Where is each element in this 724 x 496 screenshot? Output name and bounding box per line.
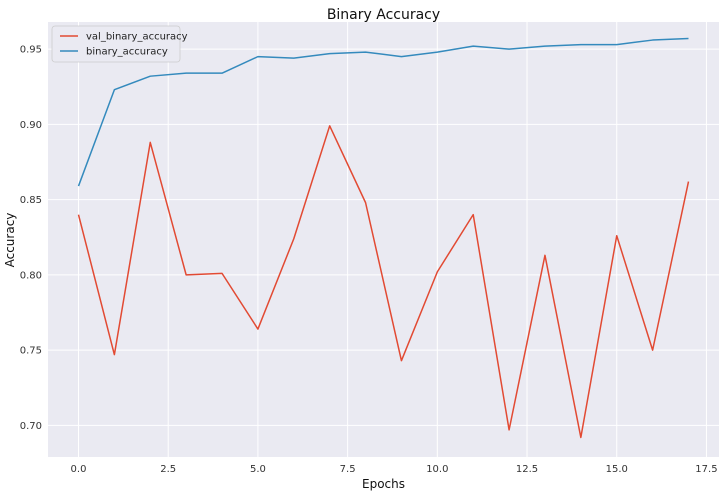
x-tick-label: 5.0 — [250, 464, 266, 475]
plot-area — [48, 22, 719, 457]
x-tick-label: 17.5 — [695, 464, 717, 475]
x-tick-label: 7.5 — [340, 464, 356, 475]
series-line-val-binary-accuracy — [77, 125, 690, 439]
legend-label-binary-accuracy: binary_accuracy — [86, 47, 168, 58]
y-tick-label: 0.70 — [20, 421, 42, 432]
chart-title: Binary Accuracy — [327, 7, 440, 23]
grid-lines — [48, 22, 719, 457]
series-line-binary-accuracy — [77, 37, 689, 187]
legend: val_binary_accuracy binary_accuracy — [51, 25, 188, 63]
y-tick-label: 0.95 — [20, 45, 42, 56]
x-tick-label: 10.0 — [426, 464, 448, 475]
x-tick-label: 2.5 — [160, 464, 176, 475]
x-tick-label: 12.5 — [516, 464, 538, 475]
y-axis-label: Accuracy — [3, 213, 17, 268]
x-axis-ticks: 0.0 2.5 5.0 7.5 10.0 12.5 15.0 17.5 — [71, 464, 718, 475]
x-axis-label: Epochs — [362, 477, 405, 491]
y-tick-label: 0.75 — [20, 346, 42, 357]
series-layer — [77, 37, 690, 439]
legend-box — [51, 25, 181, 63]
y-tick-label: 0.85 — [20, 195, 42, 206]
y-tick-label: 0.80 — [20, 270, 42, 281]
y-axis-ticks: 0.70 0.75 0.80 0.85 0.90 0.95 — [20, 45, 42, 432]
y-tick-label: 0.90 — [20, 120, 42, 131]
legend-label-val-binary-accuracy: val_binary_accuracy — [86, 32, 188, 43]
x-tick-label: 0.0 — [71, 464, 87, 475]
x-tick-label: 15.0 — [606, 464, 628, 475]
